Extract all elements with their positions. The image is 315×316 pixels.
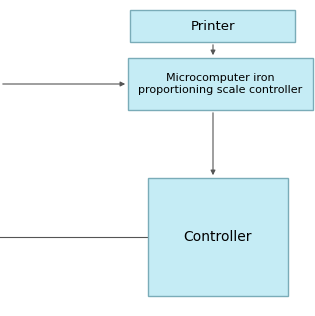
Bar xyxy=(148,178,288,296)
Bar xyxy=(128,58,313,110)
Text: Microcomputer iron
proportioning scale controller: Microcomputer iron proportioning scale c… xyxy=(138,73,303,95)
Bar xyxy=(130,10,295,42)
Text: Printer: Printer xyxy=(190,20,235,33)
Text: Controller: Controller xyxy=(184,230,252,244)
